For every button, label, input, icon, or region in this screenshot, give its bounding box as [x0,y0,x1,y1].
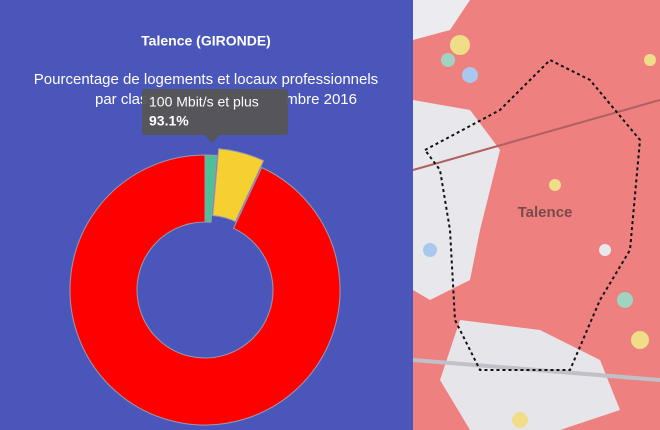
map-label: Talence [518,204,573,221]
tooltip-category: 100 Mbit/s et plus [149,94,259,110]
map-features [412,0,660,430]
donut-slice[interactable] [69,154,341,426]
donut-slice[interactable] [212,148,265,223]
tooltip-box [142,89,288,135]
chart-title: Talence (GIRONDE) [141,33,271,49]
chart-subtitle: mbre 2016 [285,91,357,108]
donut [69,148,341,426]
donut-slice[interactable] [204,154,218,223]
tooltip-value: 93.1% [149,113,189,129]
chart-subtitle: Pourcentage de logements et locaux profe… [34,71,378,88]
tooltip: 100 Mbit/s et plus 93.1% [142,89,288,143]
